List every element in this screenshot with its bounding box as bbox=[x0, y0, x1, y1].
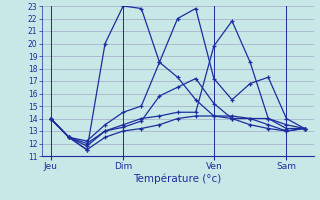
X-axis label: Température (°c): Température (°c) bbox=[133, 173, 222, 184]
